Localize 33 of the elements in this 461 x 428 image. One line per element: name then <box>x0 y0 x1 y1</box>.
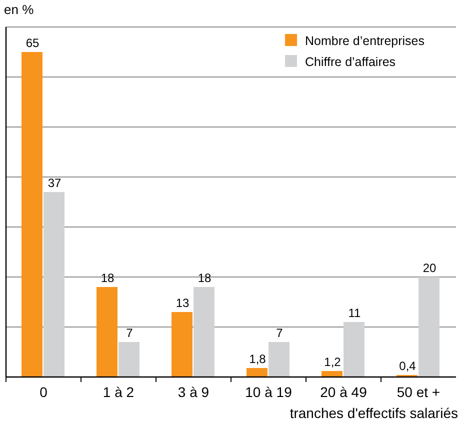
data-label: 0,4 <box>399 359 416 373</box>
legend-label: Nombre d’entreprises <box>305 34 424 48</box>
data-label: 7 <box>126 326 134 340</box>
bar <box>322 371 342 377</box>
bar <box>44 192 64 377</box>
data-label: 18 <box>100 271 114 285</box>
data-label: 37 <box>48 176 62 190</box>
y-axis-title: en % <box>4 2 34 17</box>
x-tick-label: 0 <box>40 384 48 400</box>
x-tick-label: 1 à 2 <box>102 384 134 400</box>
bar <box>418 277 440 377</box>
bar <box>172 312 192 377</box>
bar <box>344 322 364 377</box>
bar <box>268 342 290 377</box>
bar <box>118 342 140 377</box>
data-label: 1,2 <box>324 355 342 369</box>
data-label: 13 <box>176 296 190 310</box>
data-label: 20 <box>422 261 436 275</box>
x-tick-label: 50 et + <box>396 384 440 400</box>
data-label: 7 <box>276 326 284 340</box>
bar <box>194 287 214 377</box>
bar <box>96 287 118 377</box>
x-tick-label: 3 à 9 <box>178 384 210 400</box>
bar <box>22 52 42 377</box>
bar <box>246 368 268 377</box>
x-axis-title: tranches d'effectifs salariés <box>290 405 458 421</box>
data-label: 1,8 <box>249 352 266 366</box>
data-label: 18 <box>198 271 212 285</box>
x-tick-label: 20 à 49 <box>320 384 368 400</box>
legend-label: Chiffre d’affaires <box>305 55 396 69</box>
data-label: 11 <box>348 306 362 320</box>
data-label: 65 <box>26 36 40 50</box>
x-tick-label: 10 à 19 <box>245 384 292 400</box>
